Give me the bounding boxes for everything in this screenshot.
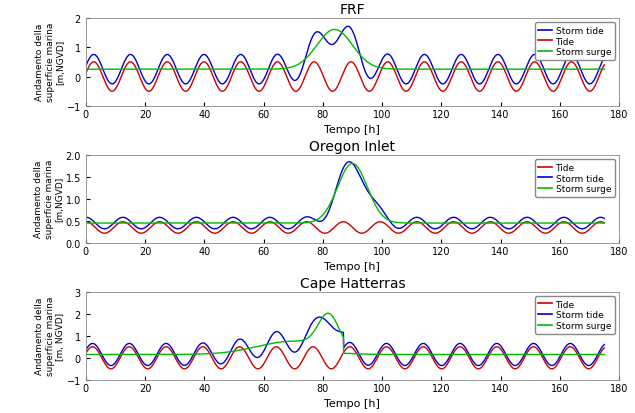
- Title: Cape Hatterras: Cape Hatterras: [300, 277, 405, 291]
- Legend: Tide, Storm tide, Storm surge: Tide, Storm tide, Storm surge: [535, 160, 615, 197]
- X-axis label: Tempo [h]: Tempo [h]: [324, 398, 380, 408]
- Title: FRF: FRF: [340, 3, 365, 17]
- Legend: Tide, Storm tide, Storm surge: Tide, Storm tide, Storm surge: [535, 296, 615, 334]
- X-axis label: Tempo [h]: Tempo [h]: [324, 261, 380, 272]
- Legend: Storm tide, Tide, Storm surge: Storm tide, Tide, Storm surge: [535, 23, 615, 61]
- Title: Oregon Inlet: Oregon Inlet: [309, 140, 396, 154]
- X-axis label: Tempo [h]: Tempo [h]: [324, 125, 380, 135]
- Y-axis label: Andamento della
superficie marina
[m,NGVD]: Andamento della superficie marina [m,NGV…: [36, 23, 65, 102]
- Y-axis label: Andamento della
superficie marina
[m,NGVD]: Andamento della superficie marina [m,NGV…: [34, 160, 64, 239]
- Y-axis label: Andamento della
superficie marina
[m, NGVD]: Andamento della superficie marina [m, NG…: [36, 296, 65, 375]
